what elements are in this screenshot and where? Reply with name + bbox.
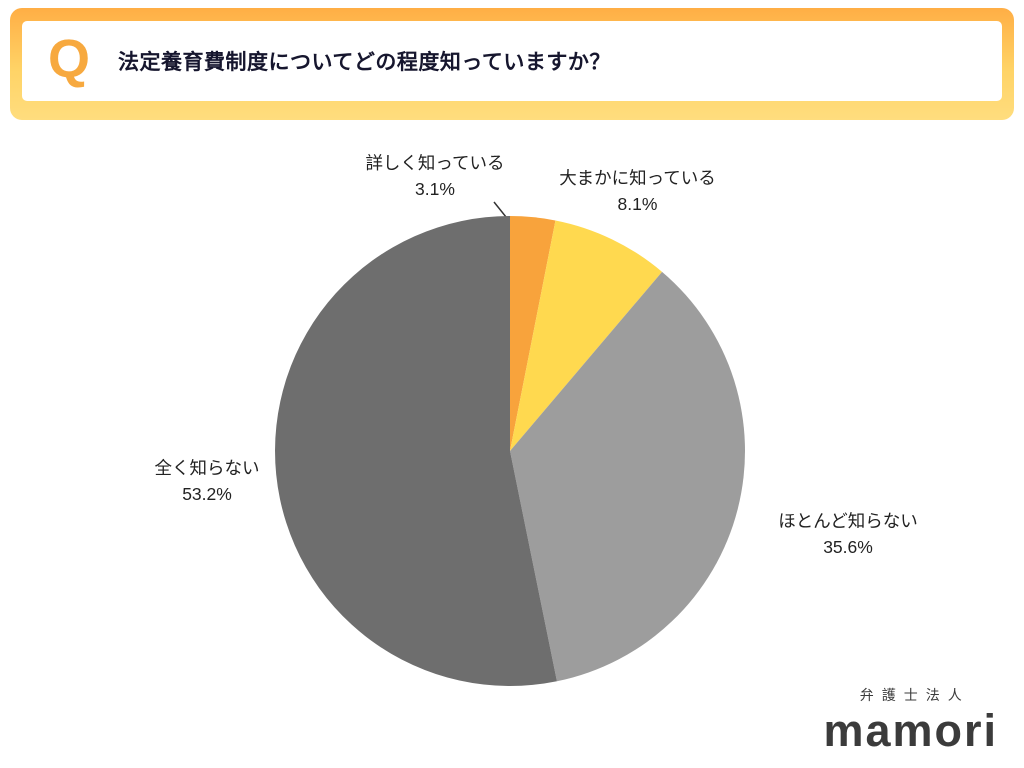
pie-slice-2 <box>510 271 746 682</box>
pie-label-not-at-all-text: 全く知らない <box>154 458 260 478</box>
pie-label-detailed: 詳しく知っている 3.1% <box>340 150 530 203</box>
pie-label-detailed-pct: 3.1% <box>415 179 455 200</box>
pie-label-detailed-text: 詳しく知っている <box>365 153 505 173</box>
pie-label-mostly-unknown: ほとんど知らない 35.6% <box>750 508 946 561</box>
pie-slice-3 <box>275 216 557 686</box>
question-header: Q 法定養育費制度についてどの程度知っていますか？ <box>22 21 1002 101</box>
pie-slice-1 <box>510 220 663 451</box>
pie-label-not-at-all-pct: 53.2% <box>182 484 232 505</box>
pie-label-roughly: 大まかに知っている 8.1% <box>540 165 735 218</box>
q-mark: Q <box>48 29 91 89</box>
pie-label-not-at-all: 全く知らない 53.2% <box>112 455 302 508</box>
pie-label-roughly-text: 大まかに知っている <box>559 168 716 188</box>
pie-label-roughly-pct: 8.1% <box>617 194 658 215</box>
question-header-frame: Q 法定養育費制度についてどの程度知っていますか？ <box>10 8 1014 120</box>
pie-label-mostly-unknown-pct: 35.6% <box>823 537 873 558</box>
logo-wordmark: mamori <box>823 704 998 756</box>
pie-slice-0 <box>510 216 556 451</box>
question-title: 法定養育費制度についてどの程度知っていますか？ <box>118 51 611 74</box>
logo-firm-type: 弁護士法人 <box>859 686 970 703</box>
logo: 弁護士法人 mamori <box>823 685 998 754</box>
pie-label-mostly-unknown-text: ほとんど知らない <box>778 511 918 531</box>
